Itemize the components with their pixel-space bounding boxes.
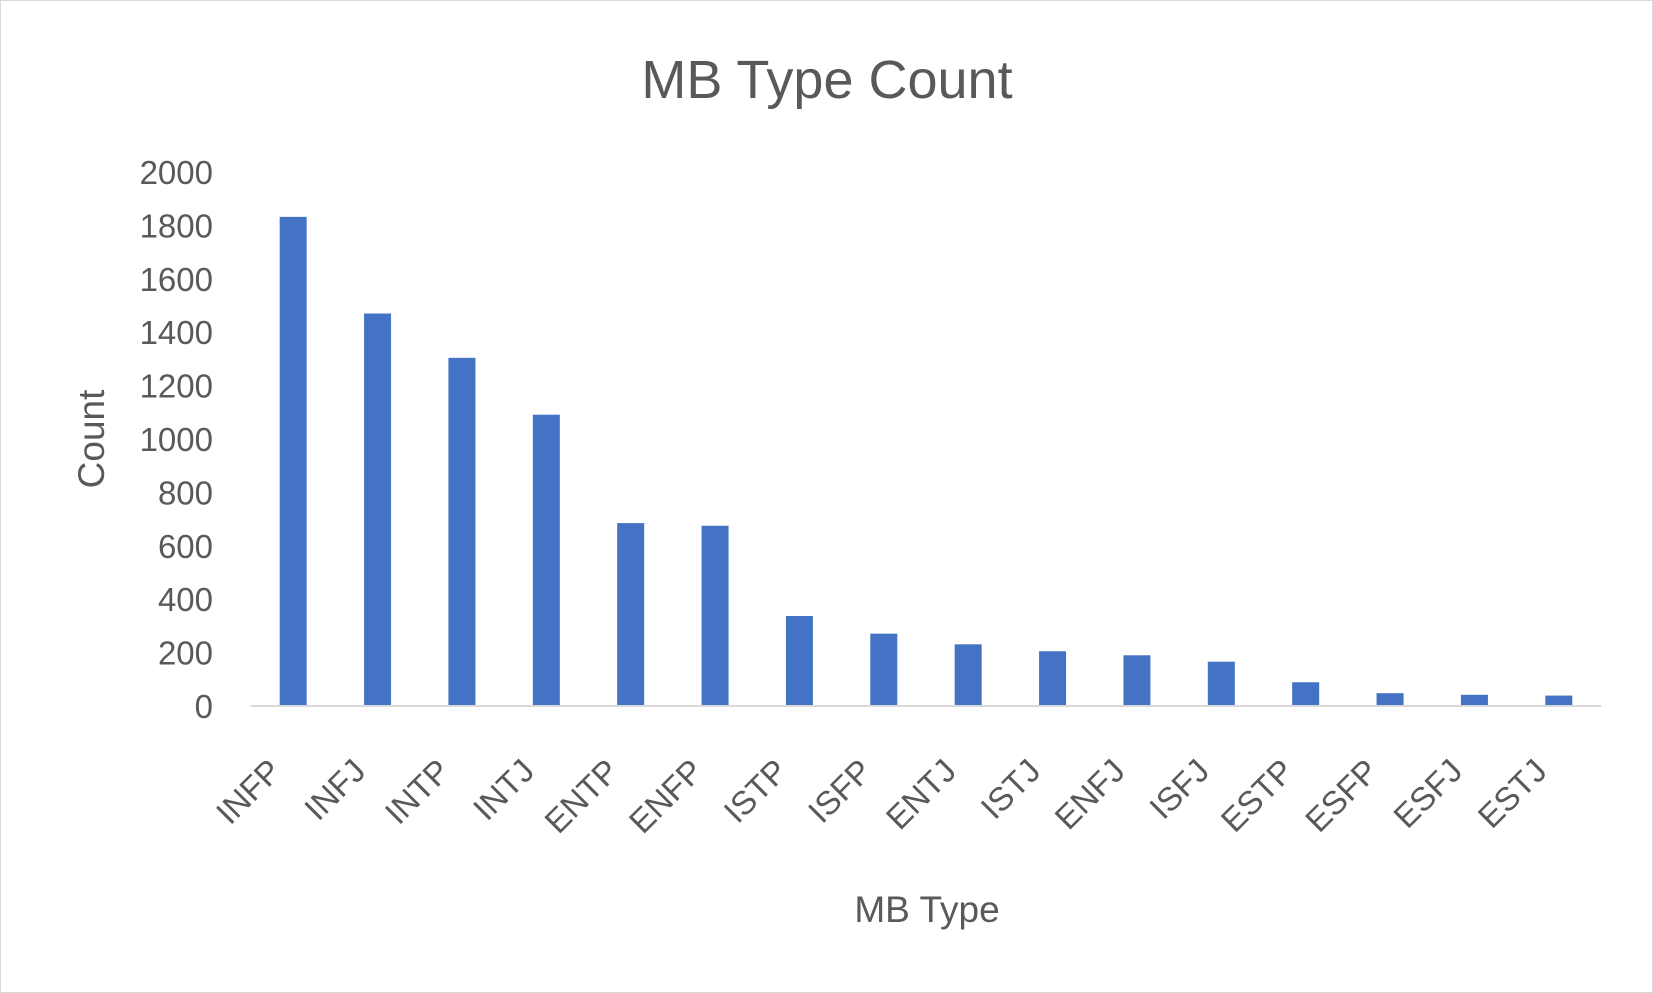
y-tick-label: 1200: [140, 368, 213, 405]
bar: [617, 523, 645, 706]
bar: [1376, 693, 1404, 706]
x-tick-label: ENFJ: [1047, 752, 1131, 836]
x-tick-label: ISTP: [716, 752, 794, 830]
bar: [701, 525, 729, 706]
x-tick-label: ISFJ: [1142, 752, 1216, 826]
x-tick-label: INTP: [378, 752, 457, 831]
bars: [279, 216, 1573, 706]
bar: [954, 644, 982, 706]
x-tick-label: INTJ: [466, 752, 541, 827]
x-tick-label: ISFP: [801, 752, 879, 830]
bar: [1460, 694, 1488, 706]
y-axis-title: Count: [71, 389, 112, 488]
bar: [785, 616, 813, 706]
y-tick-label: 800: [158, 474, 213, 511]
x-tick-label: ESFP: [1298, 752, 1385, 839]
y-tick-label: 1800: [140, 207, 213, 244]
y-tick-label: 1000: [140, 421, 213, 458]
bar: [1039, 651, 1067, 706]
y-tick-label: 1400: [140, 314, 213, 351]
bar: [1545, 695, 1573, 706]
x-tick-label: INFP: [209, 752, 288, 831]
y-tick-label: 0: [195, 688, 213, 725]
y-tick-label: 200: [158, 635, 213, 672]
x-tick-label: ENFP: [622, 752, 710, 840]
bar: [448, 357, 476, 706]
x-tick-label: ESFJ: [1386, 752, 1469, 835]
x-axis-title: MB Type: [854, 889, 999, 930]
x-tick-label: ISTJ: [973, 752, 1047, 826]
chart-title: MB Type Count: [641, 50, 1012, 110]
bar: [364, 313, 392, 706]
x-tick-label: INFJ: [297, 752, 372, 827]
bar: [279, 216, 307, 706]
x-tick-label: ENTJ: [879, 752, 963, 836]
y-tick-label: 1600: [140, 261, 213, 298]
bar: [532, 414, 560, 706]
y-tick-label: 600: [158, 528, 213, 565]
y-tick-label: 400: [158, 581, 213, 618]
bar: [870, 633, 898, 706]
bar: [1292, 682, 1320, 706]
bar: [1123, 655, 1151, 706]
x-tick-label: ENTP: [537, 752, 625, 840]
x-tick-label: ESTP: [1214, 752, 1301, 839]
y-axis-ticks: 0 200 400 600 800 1000 1200 1400 1600 1800 2000: [140, 154, 213, 725]
x-tick-label: ESTJ: [1471, 752, 1554, 835]
y-tick-label: 2000: [140, 154, 213, 191]
bar: [1207, 661, 1235, 706]
